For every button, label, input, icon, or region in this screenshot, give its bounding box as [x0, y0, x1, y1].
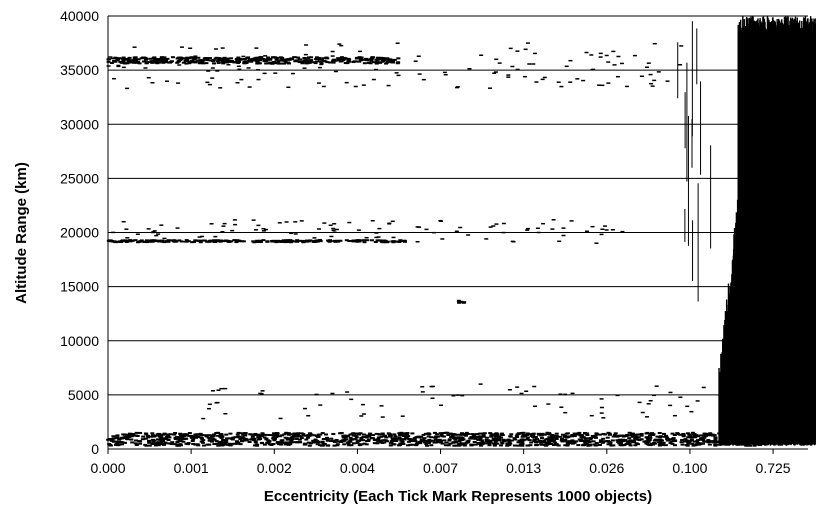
y-tick-label-0: 0 [91, 441, 99, 457]
gridlines [108, 15, 808, 396]
axes [107, 16, 808, 454]
y-tick-label-5000: 5000 [68, 387, 99, 403]
y-tick-label-25000: 25000 [60, 170, 99, 186]
x-tick-label-3: 0.004 [340, 460, 375, 476]
data-marks [106, 16, 816, 447]
y-axis-title: Altitude Range (km) [13, 162, 30, 304]
x-axis-title: Eccentricity (Each Tick Mark Represents … [264, 488, 652, 505]
x-tick-label-0: 0.000 [90, 460, 125, 476]
y-tick-label-35000: 35000 [60, 62, 99, 78]
x-tick-label-5: 0.013 [506, 460, 541, 476]
x-tick-label-4: 0.007 [423, 460, 458, 476]
y-tick-label-30000: 30000 [60, 116, 99, 132]
y-tick-label-20000: 20000 [60, 225, 99, 241]
x-tick-labels: 0.000 0.001 0.002 0.004 0.007 0.013 0.026 0.100… [90, 460, 790, 476]
y-tick-label-10000: 10000 [60, 333, 99, 349]
y-tick-labels: 0 5000 10000 15000 20000 25000 30000 35000 40000 [60, 8, 99, 457]
x-tick-label-6: 0.026 [589, 460, 624, 476]
y-tick-label-40000: 40000 [60, 8, 99, 24]
x-tick-label-7: 0.100 [672, 460, 707, 476]
x-tick-label-1: 0.001 [174, 460, 209, 476]
y-tick-label-15000: 15000 [60, 279, 99, 295]
x-tick-label-2: 0.002 [257, 460, 292, 476]
x-tick-label-8: 0.725 [756, 460, 791, 476]
